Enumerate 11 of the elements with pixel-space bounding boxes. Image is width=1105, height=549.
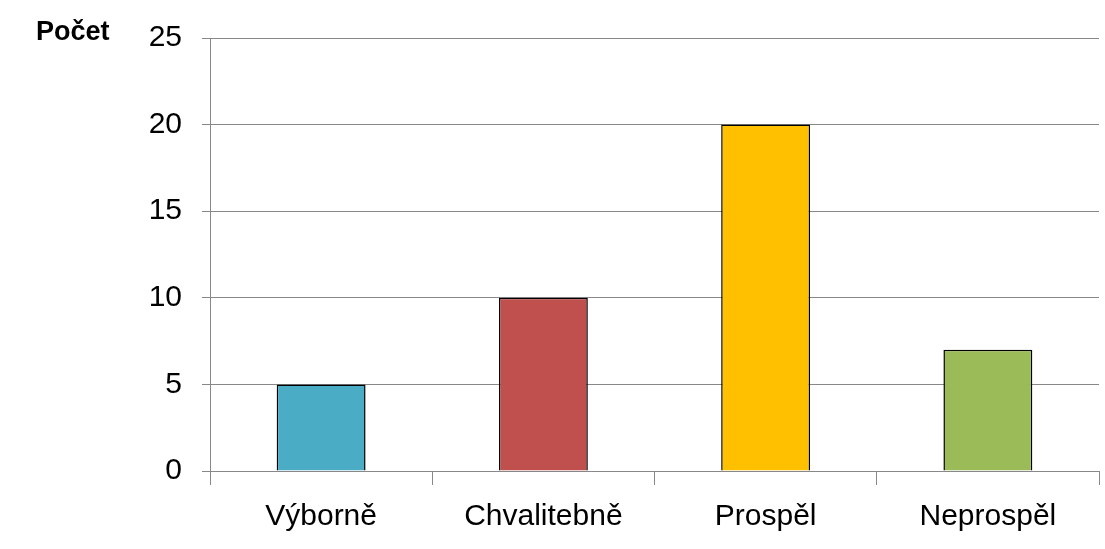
x-tick-label: Chvalitebně [464, 498, 623, 532]
y-tick-label: 25 [148, 19, 182, 53]
y-tick-label: 15 [148, 192, 182, 226]
y-tick-label: 10 [148, 279, 182, 313]
x-tick-label: Výborně [265, 498, 377, 532]
x-tick-label: Prospěl [714, 498, 817, 532]
y-axis-title: Počet [36, 16, 110, 47]
y-tick-label: 20 [148, 105, 182, 139]
y-tick-label: 0 [165, 452, 182, 486]
x-tick-label: Neprospěl [919, 498, 1057, 532]
y-tick-label: 5 [165, 365, 182, 399]
